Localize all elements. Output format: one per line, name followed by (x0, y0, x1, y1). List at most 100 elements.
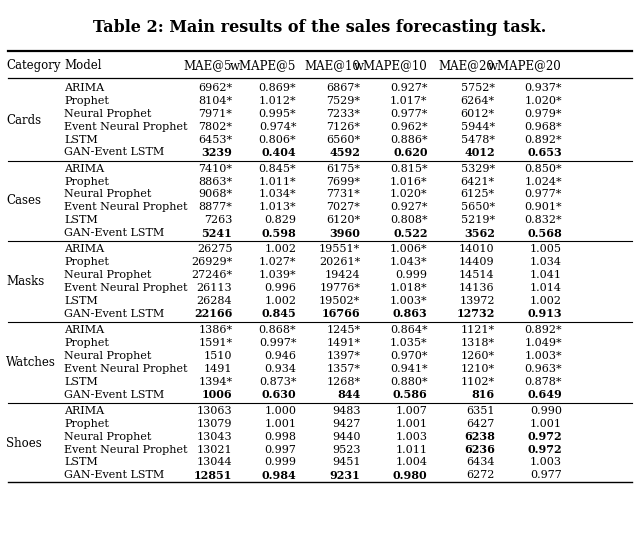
Text: 1268*: 1268* (326, 377, 360, 387)
Text: 0.963*: 0.963* (524, 364, 562, 374)
Text: 0.984: 0.984 (262, 470, 296, 481)
Text: 13063: 13063 (196, 406, 232, 416)
Text: 9523: 9523 (332, 445, 360, 455)
Text: 1260*: 1260* (461, 351, 495, 361)
Text: Neural Prophet: Neural Prophet (64, 190, 152, 200)
Text: 844: 844 (337, 389, 360, 400)
Text: 0.873*: 0.873* (259, 377, 296, 387)
Text: 7731*: 7731* (326, 190, 360, 200)
Text: Prophet: Prophet (64, 257, 109, 267)
Text: 1386*: 1386* (198, 325, 232, 335)
Text: 9231: 9231 (330, 470, 360, 481)
Text: 7802*: 7802* (198, 122, 232, 132)
Text: 0.997: 0.997 (264, 445, 296, 455)
Text: 1.002: 1.002 (264, 296, 296, 306)
Text: 5944*: 5944* (461, 122, 495, 132)
Text: 14136: 14136 (459, 283, 495, 293)
Text: 6867*: 6867* (326, 83, 360, 93)
Text: 0.869*: 0.869* (259, 83, 296, 93)
Text: 1591*: 1591* (198, 338, 232, 348)
Text: 0.941*: 0.941* (390, 364, 428, 374)
Text: 0.864*: 0.864* (390, 325, 428, 335)
Text: 6236: 6236 (464, 444, 495, 455)
Text: 5752*: 5752* (461, 83, 495, 93)
Text: 1.013*: 1.013* (259, 202, 296, 212)
Text: MAE@5: MAE@5 (184, 59, 232, 72)
Text: 0.404: 0.404 (262, 147, 296, 158)
Text: 0.829: 0.829 (264, 215, 296, 225)
Text: ARIMA: ARIMA (64, 406, 104, 416)
Text: 1357*: 1357* (326, 364, 360, 374)
Text: 0.863: 0.863 (393, 309, 428, 319)
Text: 6421*: 6421* (461, 177, 495, 187)
Text: 13079: 13079 (197, 419, 232, 429)
Text: 0.880*: 0.880* (390, 377, 428, 387)
Text: 1.017*: 1.017* (390, 96, 428, 106)
Text: 0.946: 0.946 (264, 351, 296, 361)
Text: Table 2: Main results of the sales forecasting task.: Table 2: Main results of the sales forec… (93, 19, 547, 37)
Text: 1.002: 1.002 (264, 245, 296, 255)
Text: MAE@10: MAE@10 (305, 59, 360, 72)
Text: 16766: 16766 (322, 309, 360, 319)
Text: 6012*: 6012* (461, 109, 495, 119)
Text: ARIMA: ARIMA (64, 163, 104, 173)
Text: 9451: 9451 (332, 458, 360, 468)
Text: Neural Prophet: Neural Prophet (64, 109, 152, 119)
Text: 6120*: 6120* (326, 215, 360, 225)
Text: Neural Prophet: Neural Prophet (64, 351, 152, 361)
Text: 3239: 3239 (202, 147, 232, 158)
Text: Shoes: Shoes (6, 436, 42, 450)
Text: 6560*: 6560* (326, 135, 360, 145)
Text: 6272: 6272 (467, 470, 495, 480)
Text: 1245*: 1245* (326, 325, 360, 335)
Text: 19551*: 19551* (319, 245, 360, 255)
Text: GAN-Event LSTM: GAN-Event LSTM (64, 309, 164, 319)
Text: 1.020*: 1.020* (390, 190, 428, 200)
Text: 4592: 4592 (330, 147, 360, 158)
Text: 1.001: 1.001 (264, 419, 296, 429)
Text: LSTM: LSTM (64, 296, 98, 306)
Text: 6125*: 6125* (461, 190, 495, 200)
Text: 5219*: 5219* (461, 215, 495, 225)
Text: 0.845: 0.845 (262, 309, 296, 319)
Text: wMAPE@10: wMAPE@10 (354, 59, 428, 72)
Text: 0.522: 0.522 (393, 227, 428, 239)
Text: 6962*: 6962* (198, 83, 232, 93)
Text: 5478*: 5478* (461, 135, 495, 145)
Text: 0.620: 0.620 (393, 147, 428, 158)
Text: Event Neural Prophet: Event Neural Prophet (64, 202, 188, 212)
Text: LSTM: LSTM (64, 377, 98, 387)
Text: 1397*: 1397* (326, 351, 360, 361)
Text: Neural Prophet: Neural Prophet (64, 431, 152, 441)
Text: 1.000: 1.000 (264, 406, 296, 416)
Text: 1491*: 1491* (326, 338, 360, 348)
Text: 0.979*: 0.979* (524, 109, 562, 119)
Text: 0.649: 0.649 (527, 389, 562, 400)
Text: 3562: 3562 (464, 227, 495, 239)
Text: 7410*: 7410* (198, 163, 232, 173)
Text: GAN-Event LSTM: GAN-Event LSTM (64, 390, 164, 400)
Text: 1.034*: 1.034* (259, 190, 296, 200)
Text: 6434: 6434 (466, 458, 495, 468)
Text: 0.934: 0.934 (264, 364, 296, 374)
Text: 1491: 1491 (204, 364, 232, 374)
Text: 5329*: 5329* (461, 163, 495, 173)
Text: Watches: Watches (6, 356, 56, 369)
Text: 1.005: 1.005 (530, 245, 562, 255)
Text: 26113: 26113 (196, 283, 232, 293)
Text: 6453*: 6453* (198, 135, 232, 145)
Text: GAN-Event LSTM: GAN-Event LSTM (64, 228, 164, 238)
Text: 0.980: 0.980 (393, 470, 428, 481)
Text: wMAPE@5: wMAPE@5 (230, 59, 296, 72)
Text: 26284: 26284 (196, 296, 232, 306)
Text: 1.003: 1.003 (530, 458, 562, 468)
Text: 1210*: 1210* (461, 364, 495, 374)
Text: 19502*: 19502* (319, 296, 360, 306)
Text: Prophet: Prophet (64, 96, 109, 106)
Text: 0.630: 0.630 (262, 389, 296, 400)
Text: 13021: 13021 (196, 445, 232, 455)
Text: 1.011: 1.011 (396, 445, 428, 455)
Text: 0.586: 0.586 (393, 389, 428, 400)
Text: 1.007: 1.007 (396, 406, 428, 416)
Text: Event Neural Prophet: Event Neural Prophet (64, 283, 188, 293)
